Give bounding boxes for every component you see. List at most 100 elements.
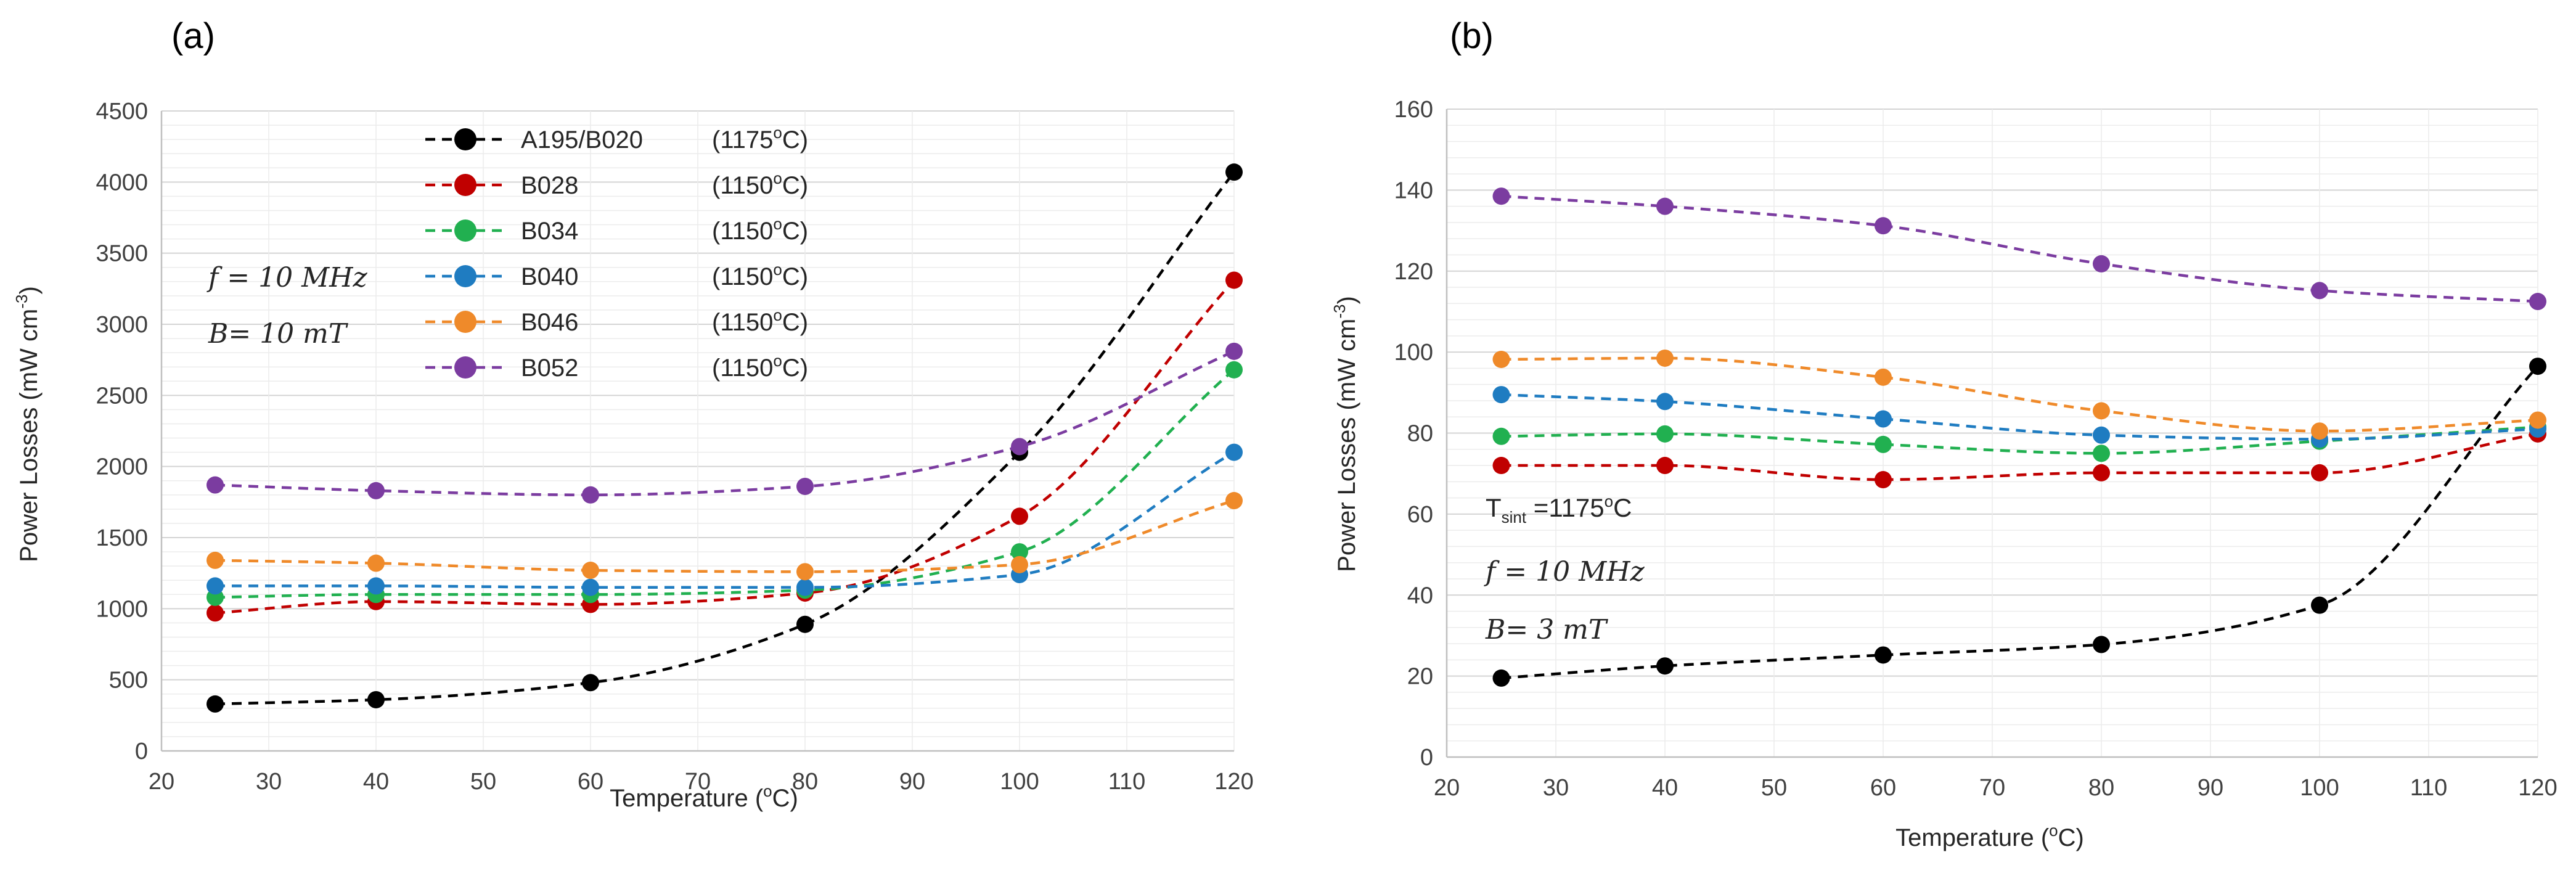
series-b034 — [206, 361, 1243, 606]
series-line — [215, 171, 1235, 706]
data-point — [1492, 669, 1510, 687]
panel-b: (b) 20 30 40 50 60 70 80 90 100 110 120 0204060801… — [1330, 16, 2558, 851]
legend-temperature: (1150oC) — [712, 215, 808, 245]
data-point — [796, 563, 814, 581]
data-point — [206, 604, 224, 622]
data-point — [1492, 187, 1510, 205]
x-tick-label: 110 — [1108, 769, 1146, 795]
data-point — [2311, 422, 2328, 440]
data-point — [1011, 543, 1028, 561]
note-field-a: B= 10 𝑚𝑇 — [208, 318, 349, 350]
legend-marker — [454, 219, 476, 242]
data-point — [2311, 464, 2328, 481]
x-tick-label: 60 — [578, 769, 603, 795]
data-point — [1656, 197, 1674, 215]
data-point — [1492, 386, 1510, 404]
y-tick-label: 80 — [1407, 421, 1433, 447]
x-axis-title-b: Temperature (oC) — [1895, 821, 2084, 851]
series-b046 — [1492, 349, 2546, 440]
data-point — [2093, 255, 2110, 272]
legend-label: B034 — [521, 218, 578, 245]
legend-marker — [454, 356, 476, 379]
series-line — [1501, 356, 2538, 433]
data-point — [1875, 217, 1892, 235]
series-b046 — [206, 492, 1243, 581]
data-point — [1492, 457, 1510, 475]
series-line — [215, 279, 1235, 615]
series-line — [1501, 194, 2538, 303]
series-b040 — [206, 443, 1243, 596]
y-tick-label: 40 — [1407, 583, 1433, 608]
data-point — [1656, 393, 1674, 411]
data-point — [1011, 507, 1028, 525]
axes-a — [160, 111, 1234, 752]
x-tick-label: 80 — [2088, 775, 2114, 801]
series-a — [206, 163, 1243, 713]
legend-label: B028 — [521, 172, 578, 199]
y-tick-label: 4000 — [96, 170, 148, 195]
legend-marker — [454, 174, 476, 196]
y-axis-title-a: Power Losses (mW cm-3) — [12, 286, 43, 562]
legend-label: B040 — [521, 263, 578, 290]
x-tick-label: 60 — [1870, 775, 1896, 801]
data-point — [2529, 358, 2546, 375]
series-b040 — [1492, 386, 2546, 448]
series-b052 — [206, 342, 1243, 504]
panel-a-label: (a) — [171, 16, 215, 56]
x-tick-label: 70 — [685, 769, 711, 795]
x-tick-label: 120 — [1214, 769, 1253, 795]
x-tick-label: 80 — [792, 769, 818, 795]
legend-item: B052 (1150oC) — [425, 351, 808, 382]
data-point — [206, 551, 224, 569]
legend-temperature: (1150oC) — [712, 169, 808, 199]
data-point — [1492, 427, 1510, 445]
data-point — [1225, 361, 1243, 379]
series-line — [1501, 365, 2539, 680]
legend-temperature: (1150oC) — [712, 306, 808, 336]
data-point — [2529, 411, 2546, 429]
legend-item: B028 (1150oC) — [425, 169, 808, 199]
x-tick-label: 50 — [470, 769, 496, 795]
data-point — [367, 481, 385, 499]
x-tick-label: 90 — [2198, 775, 2223, 801]
legend-a: A195/B020 (1175oC) B028 (1150oC) B034 (1150oC… — [425, 123, 808, 382]
x-tick-label: 40 — [1652, 775, 1678, 801]
series-b052 — [1492, 187, 2546, 311]
series-line — [215, 451, 1235, 589]
data-point — [1656, 457, 1674, 475]
legend-temperature: (1150oC) — [712, 260, 808, 290]
data-point — [367, 577, 385, 595]
data-point — [582, 486, 599, 504]
panel-a: (a) 20 30 40 50 60 70 80 90 100 110 120 0 500 1000 15… — [12, 16, 1254, 812]
series-b028 — [1492, 425, 2546, 489]
data-point — [2311, 282, 2328, 300]
note-frequency-b: 𝑓 = 10 𝑀𝐻𝑧 — [1484, 556, 1645, 588]
y-tick-label: 100 — [1394, 340, 1433, 366]
data-point — [2093, 444, 2110, 462]
data-point — [2093, 426, 2110, 444]
data-point — [1656, 425, 1674, 443]
data-point — [1225, 492, 1243, 510]
x-tick-label: 30 — [256, 769, 282, 795]
axes-b — [1445, 109, 2538, 758]
note-sintering-b: Tsint =1175oC — [1486, 492, 1632, 526]
y-tick-label: 3500 — [96, 241, 148, 267]
data-point — [206, 577, 224, 595]
data-point — [206, 695, 224, 713]
data-point — [1875, 646, 1892, 664]
y-tick-label: 500 — [109, 668, 148, 694]
data-point — [582, 674, 599, 692]
data-point — [1875, 368, 1892, 386]
y-tick-label: 3000 — [96, 312, 148, 338]
x-axis-title-a: Temperature (oC) — [610, 782, 798, 812]
data-point — [1011, 555, 1028, 573]
y-tick-label: 2500 — [96, 383, 148, 409]
series-b034 — [1492, 418, 2546, 462]
y-tick-label: 20 — [1407, 664, 1433, 690]
series-a195-b020 — [1492, 358, 2546, 687]
y-ticks-b: 0 20 40 60 80 100 120 140 160 — [1394, 97, 1433, 771]
data-point — [206, 476, 224, 494]
data-point — [796, 615, 814, 633]
series-line — [1501, 432, 2538, 481]
series-b — [1492, 187, 2546, 687]
